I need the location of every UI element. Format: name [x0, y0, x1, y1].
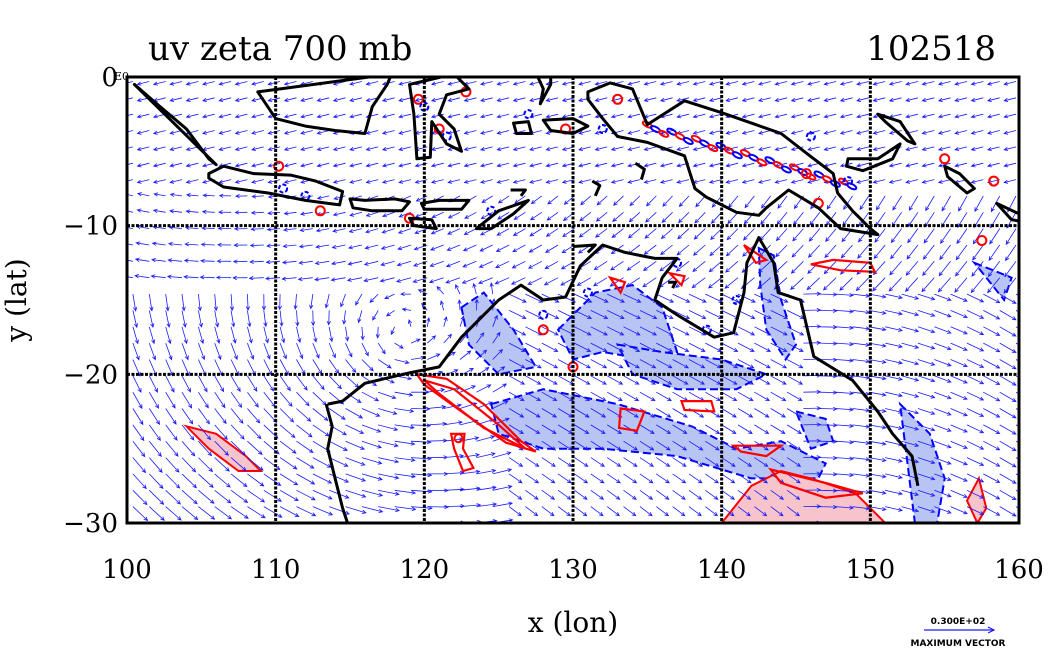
coastline-island — [634, 161, 646, 181]
vorticity-contour-cell — [846, 182, 858, 191]
negative-vorticity-contour — [486, 205, 497, 216]
x-axis-ticks: 100 110 120 130 140 150 160 — [102, 555, 1044, 585]
y-tick-label: −20 — [63, 360, 118, 390]
positive-vorticity-contour — [414, 372, 537, 453]
y-tick-label: −30 — [63, 509, 118, 539]
vorticity-contour-cell — [731, 151, 743, 160]
vorticity-contours — [273, 86, 1000, 499]
x-axis-label: x (lon) — [528, 606, 618, 639]
x-tick-label: 110 — [251, 555, 301, 585]
y-tick-label: 0 — [101, 63, 118, 93]
y-axis-label: y (lat) — [0, 258, 33, 342]
ref-vector-value: 0.300E+02 — [931, 617, 986, 627]
negative-vorticity-contour — [843, 176, 854, 187]
coastline-island — [536, 77, 553, 106]
x-tick-label: 130 — [548, 555, 598, 585]
coastline-island — [668, 280, 678, 289]
coastline-island — [541, 117, 590, 135]
positive-vorticity-contour — [449, 432, 476, 473]
negative-vorticity-contour — [582, 287, 593, 298]
positive-vorticity-contour — [666, 271, 686, 288]
reference-vector-legend: 0.300E+02 MAXIMUM VECTOR — [910, 617, 1005, 649]
y-tick-label: −10 — [63, 212, 118, 242]
positive-vorticity-contour — [800, 168, 812, 180]
positive-vorticity-contour — [810, 258, 877, 273]
coastline-island — [586, 81, 880, 237]
coastline-island — [845, 142, 902, 173]
coastline-island — [876, 112, 917, 146]
vorticity-contour-cell — [756, 158, 768, 167]
coastline-island — [572, 243, 597, 254]
coastline-australia — [327, 236, 920, 487]
positive-vorticity-contour — [976, 235, 988, 247]
vorticity-contour-cell — [682, 136, 694, 145]
negative-vorticity-contour — [538, 309, 549, 320]
map-area — [127, 77, 1019, 523]
coastline-island — [943, 164, 976, 195]
x-tick-label: 160 — [994, 555, 1044, 585]
positive-vorticity-contour — [273, 160, 285, 172]
positive-vorticity-contour — [730, 444, 785, 458]
vorticity-contour-cell — [658, 129, 670, 138]
positive-vorticity-contour — [767, 467, 864, 499]
positive-vorticity-contour — [939, 153, 951, 165]
positive-vorticity-contour — [679, 400, 716, 413]
negative-vorticity-contour — [523, 109, 534, 120]
positive-vorticity-contour — [988, 175, 1000, 187]
lat-lon-grid — [127, 77, 1019, 523]
x-tick-label: 150 — [846, 555, 896, 585]
x-tick-label: 120 — [400, 555, 450, 585]
negative-vorticity-region — [971, 260, 1013, 303]
coastline-island — [512, 120, 533, 135]
map-title: uv zeta 700 mb — [148, 29, 412, 69]
positive-vorticity-contour — [617, 407, 646, 433]
positive-vorticity-contour — [314, 205, 326, 217]
coastline-island — [474, 198, 530, 231]
coastline-island — [348, 197, 411, 213]
wind-vector-field — [127, 81, 1019, 523]
map-frame — [125, 75, 1021, 525]
negative-vorticity-contour — [805, 131, 816, 142]
y-tick-suffix: E0 — [114, 70, 129, 83]
positive-vorticity-contour — [612, 93, 624, 105]
ref-vector-arrowhead — [987, 626, 996, 634]
wind-vector-arrows — [127, 81, 1019, 523]
positive-vorticity-contour — [453, 433, 464, 444]
positive-vorticity-contour — [537, 324, 549, 336]
ref-vector-label: MAXIMUM VECTOR — [910, 639, 1005, 649]
coastline-island — [132, 82, 218, 167]
date-code: 102518 — [866, 29, 996, 69]
coastline-island — [591, 179, 602, 197]
positive-vorticity-contour — [423, 379, 527, 450]
vorticity-contour-cell — [805, 172, 817, 181]
positive-vorticity-contour — [607, 275, 627, 295]
coastline-island — [408, 77, 471, 161]
vorticity-contour-cell — [707, 144, 719, 153]
coastline-west-australia — [324, 403, 350, 523]
negative-vorticity-region — [556, 284, 679, 361]
y-axis-ticks: 0 −10 −20 −30 — [63, 63, 118, 539]
coastline-island — [995, 201, 1019, 223]
x-tick-label: 140 — [697, 555, 747, 585]
positive-vorticity-contour — [412, 93, 424, 105]
negative-vorticity-contour — [278, 183, 289, 194]
negative-vorticity-contour — [597, 124, 608, 135]
vorticity-contour-cell — [780, 165, 792, 174]
positive-vorticity-region — [183, 424, 264, 472]
x-tick-label: 100 — [102, 555, 152, 585]
coastline-island — [510, 188, 527, 197]
coastline-island — [207, 164, 345, 207]
